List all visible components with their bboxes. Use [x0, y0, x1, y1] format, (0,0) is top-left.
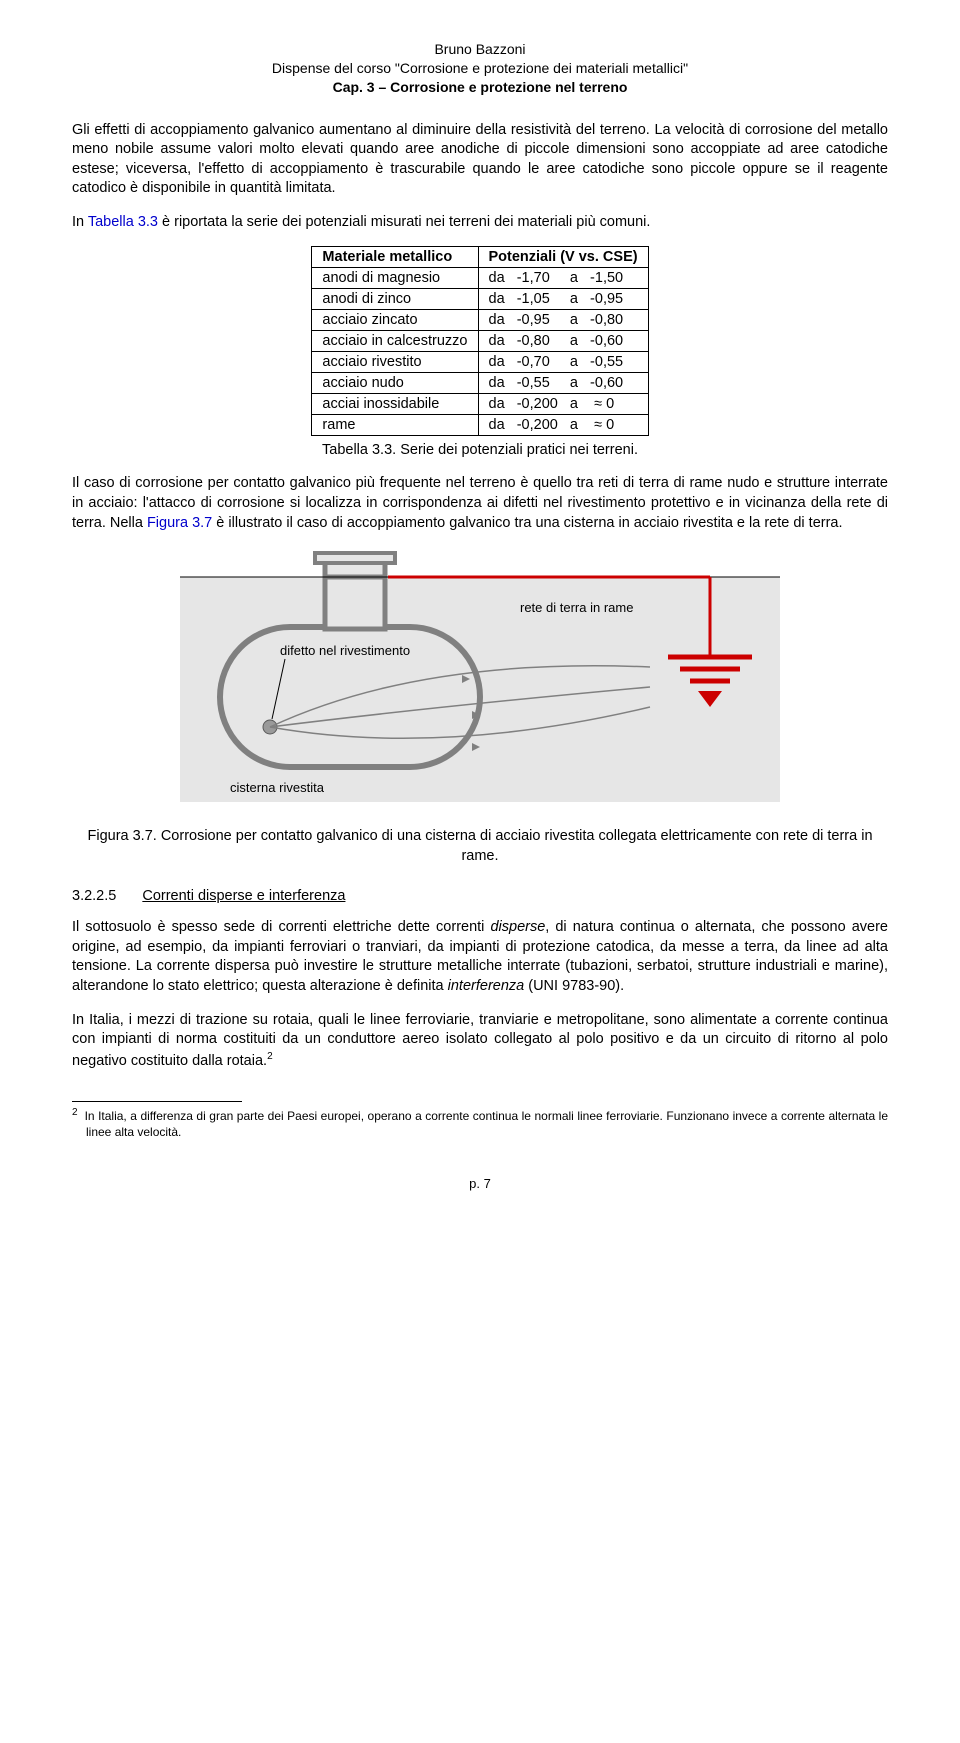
table-row: rameda -0,200 a ≈ 0 [312, 415, 648, 436]
th-material: Materiale metallico [312, 247, 478, 268]
cell-potential: da -0,70 a -0,55 [478, 352, 648, 373]
cell-potential: da -0,200 a ≈ 0 [478, 415, 648, 436]
section-number: 3.2.2.5 [72, 888, 116, 904]
table-row: acciaio zincatoda -0,95 a -0,80 [312, 310, 648, 331]
header-chapter: Cap. 3 – Corrosione e protezione nel ter… [72, 78, 888, 97]
table-row: acciaio nudoda -0,55 a -0,60 [312, 373, 648, 394]
label-difetto: difetto nel rivestimento [280, 643, 410, 658]
section-heading: 3.2.2.5 Correnti disperse e interferenza [72, 888, 888, 904]
header-course: Dispense del corso "Corrosione e protezi… [72, 59, 888, 78]
paragraph-2: In Tabella 3.3 è riportata la serie dei … [72, 213, 888, 233]
table-caption: Tabella 3.3. Serie dei potenziali pratic… [72, 442, 888, 458]
page-number: p. 7 [72, 1176, 888, 1191]
cell-material: acciai inossidabile [312, 394, 478, 415]
cell-potential: da -0,55 a -0,60 [478, 373, 648, 394]
ref-tabella-3-3: Tabella 3.3 [88, 214, 158, 230]
sky-mask [180, 547, 780, 577]
label-rete: rete di terra in rame [520, 600, 633, 615]
paragraph-1: Gli effetti di accoppiamento galvanico a… [72, 121, 888, 199]
materials-table: Materiale metallico Potenziali (V vs. CS… [311, 246, 648, 436]
paragraph-3: Il caso di corrosione per contatto galva… [72, 474, 888, 533]
p4-text-a: Il sottosuolo è spesso sede di correnti … [72, 919, 490, 935]
cell-potential: da -1,70 a -1,50 [478, 268, 648, 289]
cell-material: anodi di magnesio [312, 268, 478, 289]
section-title: Correnti disperse e interferenza [142, 888, 345, 904]
cell-potential: da -0,200 a ≈ 0 [478, 394, 648, 415]
figure-3-7: rete di terra in rame difetto nel rivest… [170, 547, 790, 817]
cell-potential: da -0,95 a -0,80 [478, 310, 648, 331]
p4-text-c: (UNI 9783-90). [524, 978, 624, 994]
ref-figura-3-7: Figura 3.7 [147, 515, 212, 531]
table-row: anodi di magnesioda -1,70 a -1,50 [312, 268, 648, 289]
cell-material: acciaio nudo [312, 373, 478, 394]
cell-material: acciaio rivestito [312, 352, 478, 373]
cell-potential: da -0,80 a -0,60 [478, 331, 648, 352]
tank-cap2 [315, 553, 395, 563]
figure-caption: Figura 3.7. Corrosione per contatto galv… [72, 827, 888, 866]
table-row: acciaio rivestitoda -0,70 a -0,55 [312, 352, 648, 373]
p3-text-b: è illustrato il caso di accoppiamento ga… [212, 515, 842, 531]
label-cisterna: cisterna rivestita [230, 780, 325, 795]
header-author: Bruno Bazzoni [72, 40, 888, 59]
footnote-separator [72, 1101, 242, 1102]
footnote-number: 2 [72, 1107, 78, 1118]
page-header: Bruno Bazzoni Dispense del corso "Corros… [72, 40, 888, 97]
p2-text-a: In [72, 214, 88, 230]
table-row: anodi di zincoda -1,05 a -0,95 [312, 289, 648, 310]
table-row: acciaio in calcestruzzoda -0,80 a -0,60 [312, 331, 648, 352]
cell-material: rame [312, 415, 478, 436]
paragraph-5: In Italia, i mezzi di trazione su rotaia… [72, 1011, 888, 1072]
p2-text-b: è riportata la serie dei potenziali misu… [158, 214, 650, 230]
cell-potential: da -1,05 a -0,95 [478, 289, 648, 310]
paragraph-4: Il sottosuolo è spesso sede di correnti … [72, 918, 888, 996]
footnote-text: In Italia, a differenza di gran parte de… [85, 1109, 888, 1139]
cell-material: anodi di zinco [312, 289, 478, 310]
cell-material: acciaio in calcestruzzo [312, 331, 478, 352]
footnote-ref: 2 [267, 1051, 273, 1062]
p4-italic-2: interferenza [448, 978, 525, 994]
th-potential: Potenziali (V vs. CSE) [478, 247, 648, 268]
table-row: acciai inossidabileda -0,200 a ≈ 0 [312, 394, 648, 415]
footnote: 2 In Italia, a differenza di gran parte … [72, 1106, 888, 1140]
cell-material: acciaio zincato [312, 310, 478, 331]
p5-text: In Italia, i mezzi di trazione su rotaia… [72, 1012, 888, 1069]
p4-italic-1: disperse [490, 919, 545, 935]
